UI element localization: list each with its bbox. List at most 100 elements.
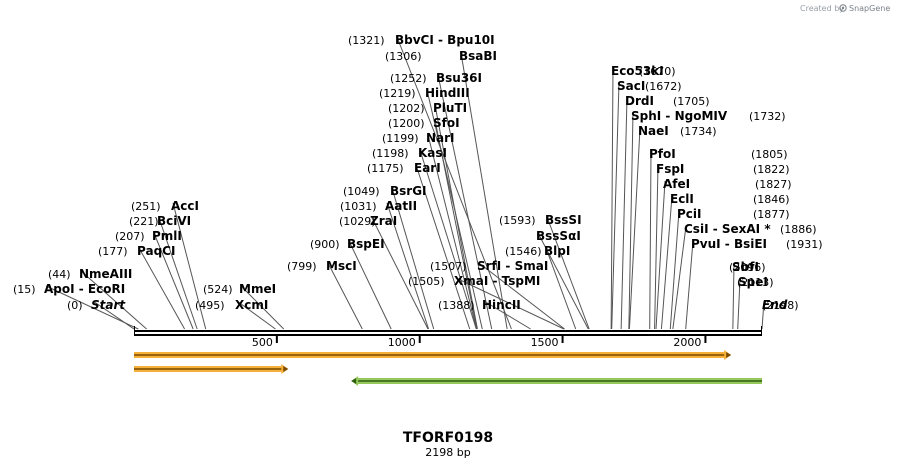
- site-position: (2096): [729, 261, 766, 274]
- site-label-12: (1031) AatII: [340, 199, 417, 213]
- site-label-20: (1252) Bsu36I: [390, 71, 482, 85]
- site-leader-4: [153, 232, 194, 330]
- site-position: (1219): [379, 87, 416, 100]
- site-name: PaqCI: [137, 244, 175, 258]
- site-leader-36: [655, 180, 666, 330]
- site-label-40: (1931) PvuI - BsiEI: [691, 237, 823, 251]
- site-position: (0): [67, 299, 83, 312]
- site-leader-1: [45, 285, 139, 330]
- site-label-18: (1202) PluTI: [388, 101, 467, 115]
- site-position: (1031): [340, 200, 377, 213]
- site-leader-42: [737, 278, 741, 330]
- site-name: NaeI: [638, 124, 669, 138]
- sequence-backbone-top: [134, 330, 762, 332]
- site-name: BssSαI: [536, 229, 581, 243]
- site-name: DrdI: [625, 94, 654, 108]
- site-leader-7: [236, 300, 276, 330]
- scale-tick-label-500: 500: [252, 336, 273, 349]
- site-leader-24: [455, 277, 565, 330]
- scale-tick-2000: [704, 336, 707, 343]
- site-label-42: (2113)SpeI: [737, 275, 774, 289]
- backbone-start-cap: [134, 326, 135, 336]
- site-label-9: (799) MscI: [287, 259, 357, 273]
- site-name: NarI: [426, 131, 455, 145]
- site-name: KasI: [418, 146, 447, 160]
- site-label-23: (1388) HincII: [438, 298, 521, 312]
- site-name: NmeAIII: [79, 267, 132, 281]
- site-leader-25: [478, 262, 565, 330]
- sequence-backbone-bottom: [134, 334, 762, 336]
- site-name: XcmI: [235, 298, 268, 312]
- site-name: Bsu36I: [436, 71, 482, 85]
- site-leader-28: [546, 216, 590, 330]
- site-label-33: (1734) NaeI: [638, 124, 717, 138]
- site-label-41: (2096)SbfI: [729, 260, 766, 274]
- site-label-38: (1877) PciI: [677, 207, 790, 221]
- site-position: (1049): [343, 185, 380, 198]
- site-label-31: (1705) DrdI: [625, 94, 710, 108]
- site-position: (1388): [438, 299, 475, 312]
- site-leader-12: [386, 202, 430, 330]
- scale-ticks: 500 1000 1500 2000: [252, 336, 707, 349]
- site-position: (1877): [753, 208, 790, 221]
- credit-prefix: Created by: [800, 4, 844, 13]
- feature-arrows: [134, 350, 762, 386]
- site-label-39: (1886) CsiI - SexAI *: [684, 222, 817, 236]
- site-position: (1252): [390, 72, 427, 85]
- site-position: (251): [131, 200, 161, 213]
- site-position: (1546): [505, 245, 542, 258]
- site-leader-31: [620, 97, 628, 330]
- site-name: MscI: [326, 259, 357, 273]
- site-position: (900): [310, 238, 340, 251]
- site-leader-6: [172, 202, 207, 330]
- site-leader-29: [610, 67, 614, 330]
- site-name: EarI: [414, 161, 441, 175]
- site-position: (15): [13, 283, 36, 296]
- site-label-34: (1805) PfoI: [649, 147, 788, 161]
- site-label-6: (251) AccI: [131, 199, 199, 213]
- site-leader-22: [396, 36, 512, 330]
- site-position: (1805): [751, 148, 788, 161]
- site-label-37: (1846) EclI: [670, 192, 790, 206]
- site-leader-11: [371, 217, 429, 330]
- site-name: BlpI: [544, 244, 570, 258]
- site-name: HincII: [482, 298, 521, 312]
- site-leader-40: [685, 240, 694, 330]
- site-leader-27: [537, 232, 589, 330]
- site-label-19: (1219) HindIII: [379, 86, 470, 100]
- site-leader-2: [80, 270, 147, 330]
- site-leader-15: [419, 149, 477, 330]
- site-label-7: (495) XcmI: [195, 298, 268, 312]
- site-position: (524): [203, 283, 233, 296]
- site-position: (1507): [430, 260, 467, 273]
- site-name: PvuI - BsiEI: [691, 237, 767, 251]
- site-position: (177): [98, 245, 128, 258]
- site-label-32: (1732) SphI - NgoMIV: [631, 109, 786, 123]
- site-leader-34: [649, 150, 652, 330]
- scale-tick-1500: [561, 336, 564, 343]
- site-label-24: (1505) XmaI - TspMI: [408, 274, 540, 288]
- scale-tick-label-1500: 1500: [531, 336, 559, 349]
- site-leader-9: [327, 262, 363, 330]
- site-position: (221): [129, 215, 159, 228]
- site-label-2: (44) NmeAIII: [48, 267, 132, 281]
- site-name: Eco53kI: [611, 64, 664, 78]
- site-position: (1505): [408, 275, 445, 288]
- site-label-1: (15) ApoI - EcoRI: [13, 282, 125, 296]
- site-label-4: (207) PmlI: [115, 229, 182, 243]
- site-name: BssSI: [545, 213, 582, 227]
- site-leader-43: [761, 300, 765, 330]
- site-name: SacI: [617, 79, 645, 93]
- site-label-35: (1822) FspI: [656, 162, 790, 176]
- site-leader-5: [158, 217, 198, 330]
- site-position: (207): [115, 230, 145, 243]
- site-name: BciVI: [157, 214, 191, 228]
- site-position: (2113): [737, 276, 774, 289]
- site-label-17: (1200) SfoI: [388, 116, 460, 130]
- site-leader-33: [628, 127, 641, 330]
- site-name: AfeI: [663, 177, 690, 191]
- site-leader-16: [427, 134, 478, 330]
- site-label-27: BssSαI: [536, 229, 581, 243]
- site-leader-21: [460, 52, 508, 330]
- site-name: Start: [91, 298, 126, 312]
